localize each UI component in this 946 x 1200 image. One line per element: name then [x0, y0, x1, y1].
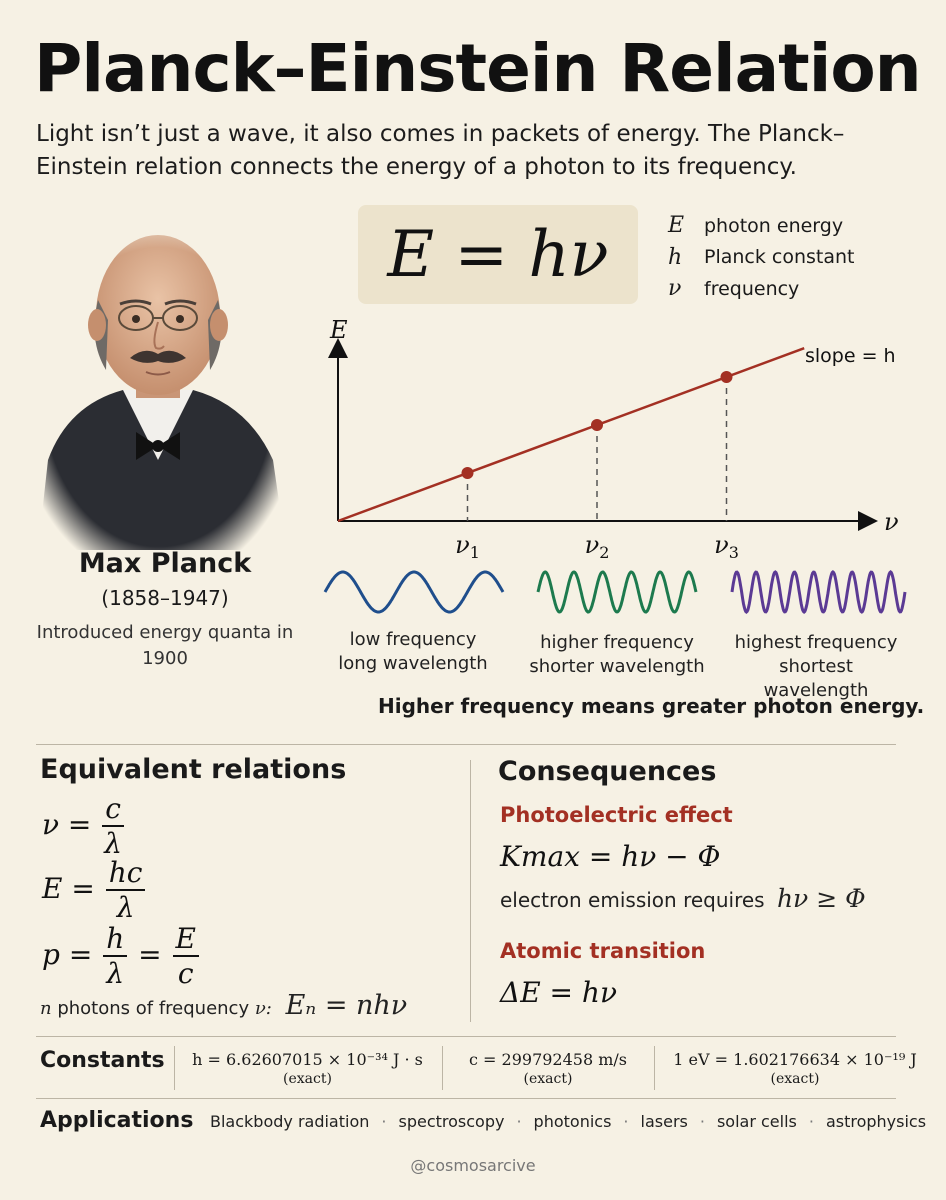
- symbol-legend: E photon energy h Planck constant ν freq…: [668, 210, 855, 305]
- legend-text: frequency: [704, 277, 800, 300]
- separator-dot: ·: [699, 1112, 705, 1131]
- constant-note: (exact): [523, 1071, 573, 1087]
- planck-years: (1858–1947): [101, 586, 229, 610]
- divider: [36, 744, 896, 745]
- photoelectric-formula: Kmax = hν − Φ: [500, 840, 721, 873]
- photoelectric-text: electron emission requires hν ≥ Φ: [500, 884, 866, 913]
- main-formula: E = hν: [358, 205, 638, 304]
- constants-label: Constants: [40, 1048, 165, 1073]
- n-photons-relation: n photons of frequency ν: Eₙ = nhν: [40, 990, 407, 1021]
- wave-label-line: shortest wavelength: [763, 656, 869, 701]
- data-point: [461, 467, 474, 479]
- energy-frequency-chart: E ν slope = h ν1 ν2 ν3: [328, 316, 899, 562]
- application-item: Blackbody radiation: [210, 1112, 370, 1131]
- legend-text: photon energy: [704, 214, 844, 237]
- separator-dot: ·: [381, 1112, 387, 1131]
- wave-curve: [730, 570, 907, 614]
- tagline: Higher frequency means greater photon en…: [378, 694, 925, 718]
- separator-dot: ·: [516, 1112, 522, 1131]
- n-symbol: n: [40, 998, 52, 1019]
- nu-symbol: ν:: [254, 998, 272, 1019]
- legend-row: E photon energy: [668, 210, 855, 242]
- legend-symbol: h: [668, 244, 683, 270]
- application-item: astrophysics: [825, 1112, 927, 1131]
- credit-handle: @cosmosarcive: [410, 1156, 536, 1175]
- n-photons-formula: Eₙ = nhν: [285, 990, 408, 1021]
- y-axis-label: E: [329, 316, 348, 344]
- constant-value: h = 6.62607015 × 10⁻³⁴ J · s: [192, 1050, 423, 1069]
- planck-name: Max Planck: [78, 548, 252, 579]
- constant-note: (exact): [283, 1071, 332, 1087]
- relation-energy: E = hc λ: [42, 858, 147, 923]
- constant-c: c = 299792458 m/s (exact): [448, 1050, 648, 1087]
- constant-note: (exact): [770, 1071, 820, 1087]
- wave-label-line: low frequency: [349, 629, 477, 650]
- slope-annotation: slope = h: [805, 345, 896, 367]
- constants-divider: [174, 1046, 175, 1090]
- equivalent-title: Equivalent relations: [40, 754, 347, 785]
- column-divider: [470, 760, 471, 1022]
- consequences-title: Consequences: [498, 756, 717, 787]
- wave-label-line: highest frequency: [734, 632, 898, 653]
- page-title: Planck–Einstein Relation: [34, 30, 922, 107]
- applications-label: Applications: [40, 1108, 194, 1133]
- planck-description: Introduced energy quanta in 1900: [36, 622, 294, 669]
- divider: [36, 1098, 896, 1099]
- intro-text: Light isn’t just a wave, it also comes i…: [36, 121, 845, 180]
- constant-h: h = 6.62607015 × 10⁻³⁴ J · s (exact): [180, 1050, 435, 1087]
- separator-dot: ·: [623, 1112, 629, 1131]
- data-point: [720, 371, 733, 383]
- wave-label-low: low frequency long wavelength: [323, 628, 503, 676]
- photoelectric-title: Photoelectric effect: [500, 803, 733, 827]
- legend-row: h Planck constant: [668, 242, 855, 274]
- application-item: spectroscopy: [398, 1112, 505, 1131]
- legend-symbol: E: [668, 213, 685, 239]
- applications-list: Blackbody radiation · spectroscopy · photoni…: [210, 1112, 926, 1131]
- x-axis-label: ν: [884, 508, 899, 536]
- legend-symbol: ν: [668, 276, 682, 302]
- constant-value: 1 eV = 1.602176634 × 10⁻¹⁹ J: [673, 1050, 917, 1069]
- legend-text: Planck constant: [704, 246, 855, 269]
- legend-row: ν frequency: [668, 273, 855, 305]
- data-point: [591, 419, 603, 431]
- photoelectric-condition: hν ≥ Φ: [776, 884, 866, 913]
- wave-label-line: shorter wavelength: [529, 656, 705, 677]
- constant-value: c = 299792458 m/s: [468, 1050, 627, 1069]
- atomic-title: Atomic transition: [500, 939, 706, 963]
- wave-label-line: higher frequency: [540, 632, 694, 653]
- wave-curve: [323, 570, 505, 614]
- separator-dot: ·: [808, 1112, 814, 1131]
- atomic-formula: ΔE = hν: [500, 976, 617, 1009]
- max-planck-portrait: [28, 210, 290, 550]
- application-item: photonics: [533, 1112, 612, 1131]
- constants-divider: [442, 1046, 443, 1090]
- constants-divider: [654, 1046, 655, 1090]
- wave-illustrations: [323, 570, 907, 614]
- wave-label-highest: highest frequency shortest wavelength: [726, 631, 906, 703]
- divider: [36, 1036, 896, 1037]
- wave-label-higher: higher frequency shorter wavelength: [527, 631, 707, 679]
- application-item: solar cells: [716, 1112, 797, 1131]
- wave-label-line: long wavelength: [338, 653, 488, 674]
- constant-ev: 1 eV = 1.602176634 × 10⁻¹⁹ J (exact): [660, 1050, 930, 1087]
- n-photons-label: photons of frequency: [57, 998, 250, 1019]
- wave-curve: [536, 570, 698, 614]
- photoelectric-condition-text: electron emission requires: [500, 888, 765, 912]
- application-item: lasers: [640, 1112, 688, 1131]
